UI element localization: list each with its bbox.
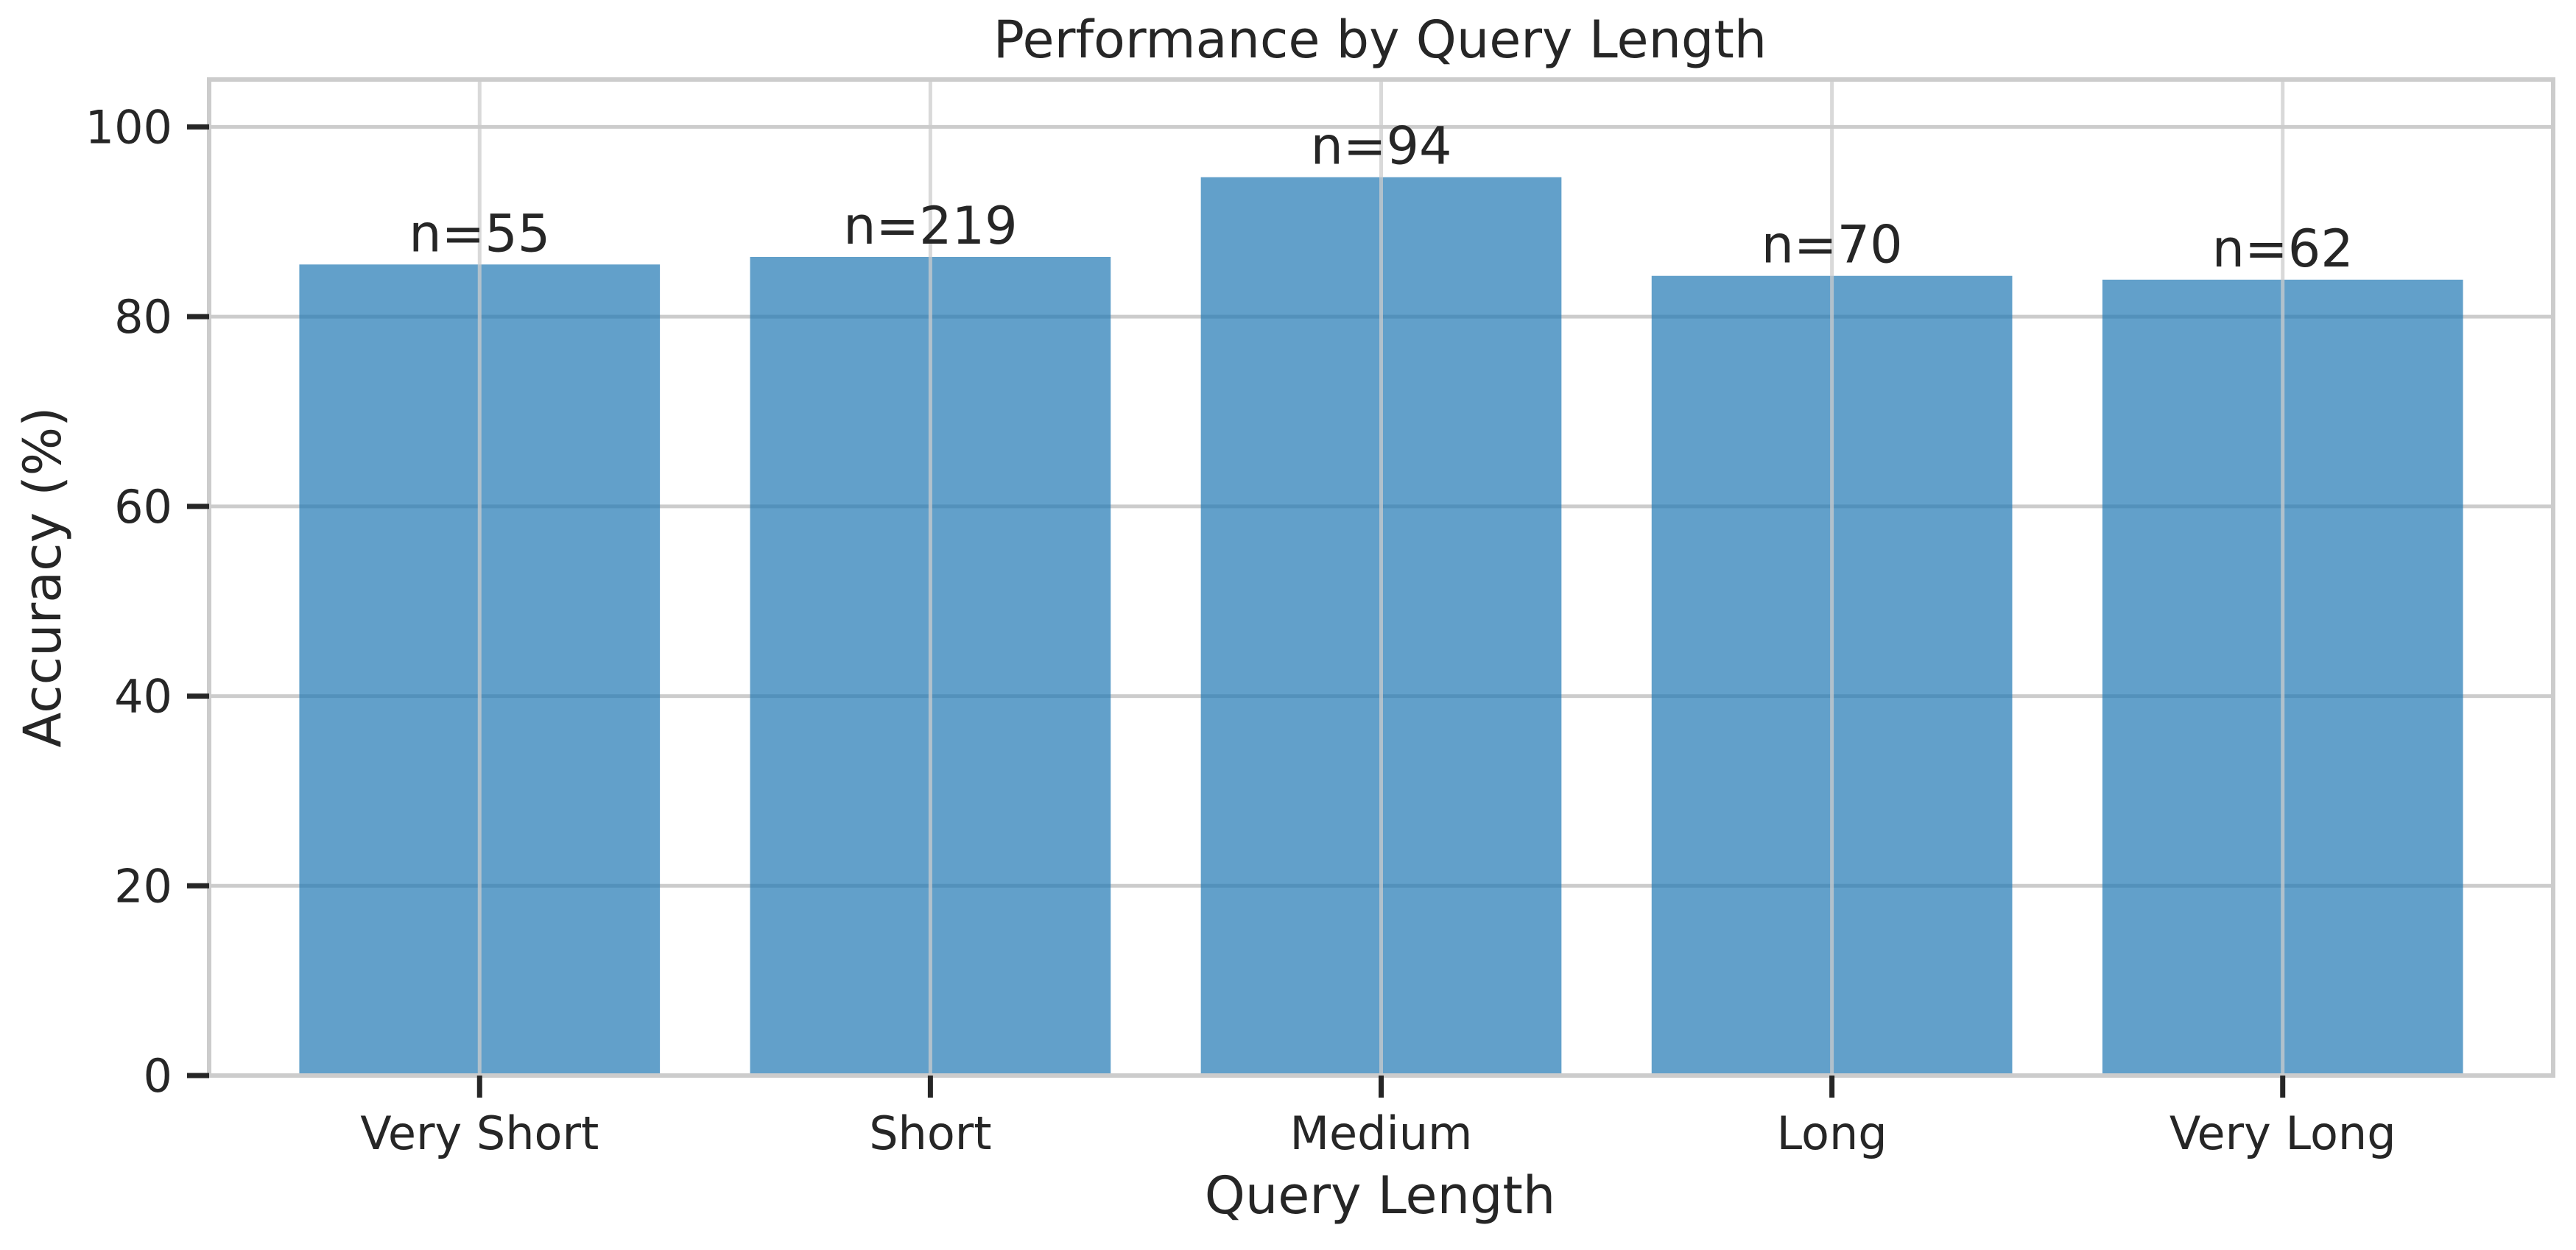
x-tick-label: Very Short: [360, 1106, 599, 1160]
x-tick-label: Medium: [1290, 1106, 1473, 1160]
y-tick-label: 0: [144, 1049, 172, 1103]
y-tick-label: 60: [114, 480, 172, 534]
y-tick-label: 20: [114, 859, 172, 913]
bar-count-label: n=55: [409, 203, 550, 264]
x-axis-ticks: Very Short Short Medium Long Very Long: [360, 1076, 2396, 1160]
x-tick-label: Very Long: [2169, 1106, 2396, 1160]
y-tick-label: 80: [114, 290, 172, 344]
y-axis-ticks: 0 20 40 60 80 100: [85, 100, 209, 1103]
x-tick-label: Short: [869, 1106, 991, 1160]
chart-title: Performance by Query Length: [993, 10, 1767, 70]
y-tick-label: 40: [114, 670, 172, 724]
bar-count-label: n=70: [1762, 215, 1903, 275]
y-axis-title: Accuracy (%): [13, 407, 73, 748]
bar-count-label: n=219: [843, 196, 1018, 256]
y-tick-label: 100: [85, 100, 172, 154]
bar-count-label: n=94: [1310, 116, 1451, 177]
x-gridlines: [477, 80, 2285, 1076]
x-tick-label: Long: [1777, 1106, 1887, 1160]
bar-count-label: n=62: [2212, 219, 2354, 279]
x-axis-title: Query Length: [1205, 1165, 1555, 1226]
bar-labels: n=55 n=219 n=94 n=70 n=62: [409, 116, 2354, 279]
